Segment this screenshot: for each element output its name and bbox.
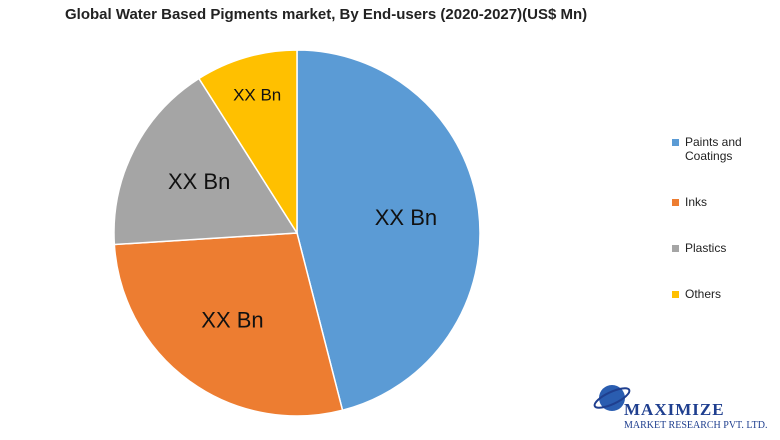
- legend-item: Paints and Coatings: [672, 135, 772, 163]
- data-label: XX Bn: [201, 308, 263, 333]
- legend-swatch: [672, 199, 679, 206]
- legend: Paints and Coatings Inks Plastics Others: [672, 135, 772, 333]
- pie-slice: [197, 49, 298, 236]
- legend-item: Inks: [672, 195, 772, 209]
- logo-name: MAXIMIZE: [624, 400, 725, 419]
- pie-slice: [113, 77, 299, 246]
- logo-globe: [593, 385, 631, 411]
- legend-swatch: [672, 291, 679, 298]
- legend-item: Others: [672, 287, 772, 301]
- legend-swatch: [672, 139, 679, 146]
- pie-slice: [296, 49, 481, 412]
- chart-title: Global Water Based Pigments market, By E…: [65, 6, 587, 23]
- legend-label: Plastics: [685, 241, 727, 255]
- legend-swatch: [672, 245, 679, 252]
- data-label: XX Bn: [375, 205, 437, 230]
- legend-label: Paints and Coatings: [685, 135, 742, 163]
- data-label: XX Bn: [168, 169, 230, 194]
- logo-tagline: MARKET RESEARCH PVT. LTD.: [624, 420, 768, 431]
- pie-slice: [113, 232, 344, 417]
- legend-item: Plastics: [672, 241, 772, 255]
- legend-label: Inks: [685, 195, 708, 209]
- legend-label: Others: [685, 287, 722, 301]
- data-label: XX Bn: [233, 85, 281, 104]
